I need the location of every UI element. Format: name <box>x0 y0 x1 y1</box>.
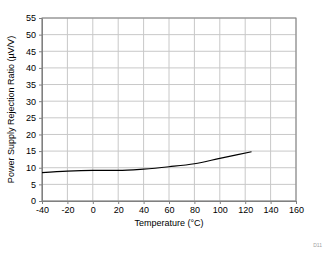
plot: -40 -20 0 20 40 60 80 100 120 140 160 0 5 10 15 20 25 30 3… <box>26 13 304 215</box>
y-tick: 5 <box>31 180 42 190</box>
y-tick-label: 15 <box>26 146 36 156</box>
y-tick: 55 <box>26 13 42 23</box>
y-tick-label: 40 <box>26 63 36 73</box>
x-tick: 100 <box>213 201 228 215</box>
y-grid-line <box>42 51 296 52</box>
y-tick-label: 0 <box>31 196 36 206</box>
y-tick-label: 5 <box>31 180 36 190</box>
y-tick-mark <box>39 168 42 169</box>
x-tick-label: 120 <box>238 205 253 215</box>
y-tick-mark <box>39 18 42 19</box>
x-grid-line <box>169 18 170 201</box>
y-tick-mark <box>39 201 42 202</box>
plot-frame <box>42 18 296 201</box>
y-grid-line <box>42 67 296 68</box>
x-grid-line <box>270 18 271 201</box>
grid <box>42 18 296 201</box>
y-grid-line <box>42 101 296 102</box>
x-tick-label: 100 <box>213 205 228 215</box>
x-grid-line <box>219 18 220 201</box>
y-tick: 30 <box>26 97 42 107</box>
x-grid-line <box>143 18 144 201</box>
x-grid-line <box>194 18 195 201</box>
x-tick: 80 <box>190 201 200 215</box>
x-tick: 160 <box>289 201 304 215</box>
x-tick-label: 40 <box>139 205 149 215</box>
x-tick-mark <box>169 201 170 204</box>
y-tick: 0 <box>31 196 42 206</box>
y-tick-mark <box>39 118 42 119</box>
x-tick-mark <box>194 201 195 204</box>
chart: -40 -20 0 20 40 60 80 100 120 140 160 0 5 10 15 20 25 30 3… <box>0 0 330 254</box>
x-grid-line <box>92 18 93 201</box>
y-grid-line <box>42 151 296 152</box>
x-tick: -40 <box>36 201 49 215</box>
y-tick: 35 <box>26 80 42 90</box>
y-tick: 50 <box>26 30 42 40</box>
x-tick-label: -20 <box>61 205 74 215</box>
x-tick-mark <box>245 201 246 204</box>
y-tick-mark <box>39 35 42 36</box>
y-tick: 45 <box>26 47 42 57</box>
x-tick: 60 <box>164 201 174 215</box>
y-tick: 25 <box>26 113 42 123</box>
x-tick-label: 160 <box>289 205 304 215</box>
x-tick-mark <box>67 201 68 204</box>
x-tick-mark <box>93 201 94 204</box>
y-grid-line <box>42 34 296 35</box>
x-grid-line <box>118 18 119 201</box>
series <box>42 152 252 173</box>
y-tick-mark <box>39 151 42 152</box>
x-axis-title: Temperature (°C) <box>134 218 203 228</box>
y-grid-line <box>42 117 296 118</box>
y-tick-mark <box>39 85 42 86</box>
y-axis-title: Power Supply Rejection Ratio (µV/V) <box>6 36 16 183</box>
y-tick-mark <box>39 51 42 52</box>
x-tick: 0 <box>91 201 96 215</box>
y-tick-label: 25 <box>26 113 36 123</box>
x-tick: 120 <box>238 201 253 215</box>
y-tick-mark <box>39 184 42 185</box>
x-tick-mark <box>296 201 297 204</box>
y-grid-line <box>42 84 296 85</box>
y-axis: 0 5 10 15 20 25 30 35 40 45 50 55 <box>26 13 43 206</box>
y-tick-mark <box>39 101 42 102</box>
x-grid-line <box>67 18 68 201</box>
y-tick: 40 <box>26 63 42 73</box>
y-tick-mark <box>39 68 42 69</box>
y-grid-line <box>42 167 296 168</box>
y-tick: 10 <box>26 163 42 173</box>
x-tick-label: 80 <box>190 205 200 215</box>
x-tick-label: -40 <box>36 205 49 215</box>
y-grid-line <box>42 184 296 185</box>
y-tick-label: 35 <box>26 80 36 90</box>
x-tick-label: 0 <box>91 205 96 215</box>
x-tick-mark <box>144 201 145 204</box>
y-tick: 15 <box>26 146 42 156</box>
annotation: D11 <box>313 242 322 248</box>
x-tick-mark <box>271 201 272 204</box>
y-axis-line <box>42 19 43 202</box>
x-grid-line <box>245 18 246 201</box>
x-tick-label: 140 <box>264 205 279 215</box>
x-axis: -40 -20 0 20 40 60 80 100 120 140 160 <box>36 201 304 215</box>
x-tick-label: 20 <box>114 205 124 215</box>
y-tick: 20 <box>26 130 42 140</box>
x-tick-mark <box>118 201 119 204</box>
x-tick: 140 <box>264 201 279 215</box>
y-tick-label: 20 <box>26 130 36 140</box>
data-line <box>42 152 252 173</box>
y-tick-mark <box>39 134 42 135</box>
x-tick: 40 <box>139 201 149 215</box>
y-grid-line <box>42 134 296 135</box>
y-tick-label: 55 <box>26 13 36 23</box>
x-tick: 20 <box>114 201 124 215</box>
y-tick-label: 30 <box>26 97 36 107</box>
y-tick-label: 10 <box>26 163 36 173</box>
x-tick-mark <box>220 201 221 204</box>
y-tick-label: 50 <box>26 30 36 40</box>
y-tick-label: 45 <box>26 47 36 57</box>
x-tick: -20 <box>61 201 74 215</box>
x-tick-label: 60 <box>164 205 174 215</box>
